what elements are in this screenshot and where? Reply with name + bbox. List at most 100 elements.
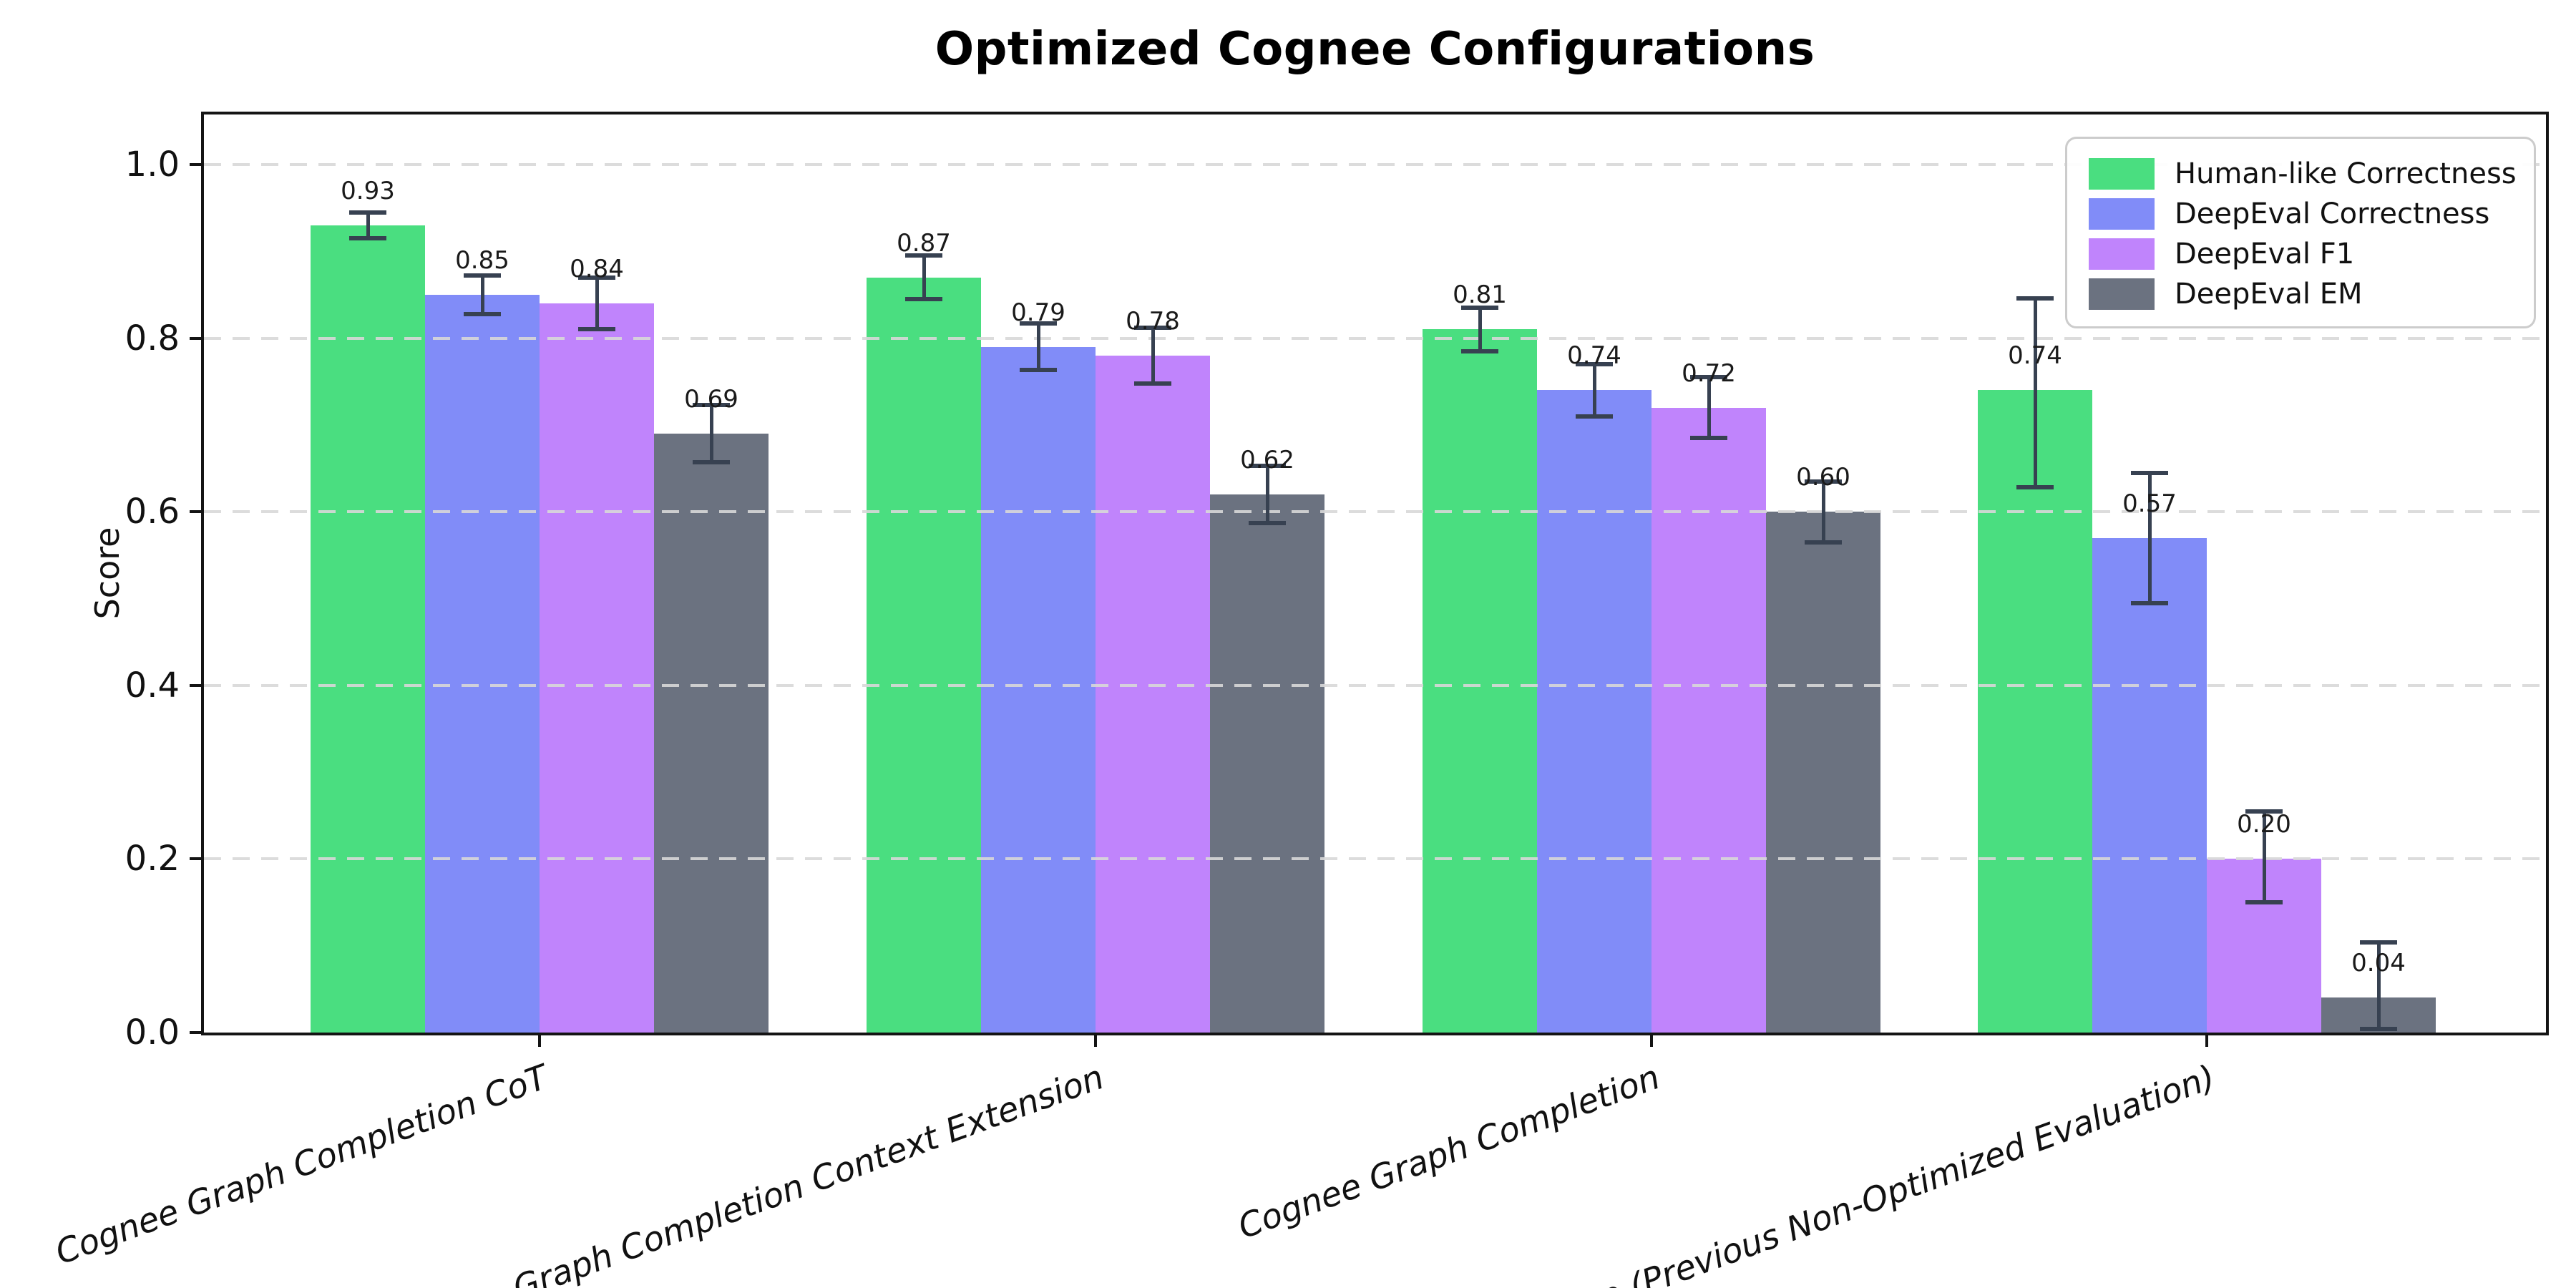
gridline	[204, 336, 2546, 340]
error-bar	[1151, 328, 1155, 384]
error-bar	[1592, 364, 1596, 416]
y-tick-label: 0.0	[125, 1013, 180, 1053]
error-bar	[1265, 465, 1269, 523]
bar-value-label: 0.74	[2008, 341, 2062, 371]
bar-value-label: 0.81	[1453, 280, 1507, 310]
bar	[425, 294, 540, 1033]
y-axis-label: Score	[88, 527, 127, 620]
error-bar-cap-bottom	[349, 236, 386, 241]
bar	[1978, 390, 2092, 1033]
bar	[311, 225, 425, 1033]
bar-value-label: 0.78	[1126, 306, 1180, 336]
y-tick	[190, 683, 201, 687]
error-bar	[922, 255, 926, 300]
error-bar-cap-top	[1576, 362, 1613, 366]
gridline	[204, 510, 2546, 514]
bar	[867, 277, 981, 1033]
gridline	[204, 683, 2546, 687]
error-bar-cap-top	[1020, 321, 1057, 326]
bar	[540, 303, 654, 1033]
x-tick-label: Cognee Graph Completion CoT	[50, 1058, 553, 1273]
y-tick-label: 0.4	[125, 665, 180, 706]
error-bar-cap-bottom	[1020, 368, 1057, 373]
error-bar	[709, 405, 713, 463]
y-tick-label: 0.8	[125, 318, 180, 358]
error-bar-cap-bottom	[1461, 348, 1498, 353]
error-bar-cap-bottom	[578, 327, 615, 332]
error-bar-cap-bottom	[2016, 485, 2054, 490]
error-bar	[2262, 811, 2266, 903]
bar-value-label: 0.74	[1567, 341, 1621, 371]
bar-value-label: 0.72	[1682, 358, 1736, 388]
legend-swatch	[2089, 238, 2155, 270]
bar	[1766, 512, 1880, 1033]
error-bar-cap-top	[2245, 809, 2283, 814]
bar	[2092, 537, 2207, 1033]
error-bar-cap-bottom	[1134, 381, 1171, 386]
bar-value-label: 0.87	[897, 228, 951, 258]
bar	[1423, 329, 1537, 1033]
error-bar-cap-bottom	[1249, 520, 1286, 525]
error-bar-cap-bottom	[1576, 414, 1613, 419]
error-bar	[2376, 942, 2381, 1030]
error-bar-cap-top	[1461, 306, 1498, 311]
error-bar-cap-bottom	[2245, 900, 2283, 905]
bar	[1096, 355, 1210, 1033]
y-tick-label: 0.6	[125, 492, 180, 532]
error-bar-cap-top	[578, 275, 615, 280]
y-tick	[190, 1031, 201, 1034]
y-tick-label: 1.0	[125, 145, 180, 185]
error-bar	[480, 275, 484, 314]
y-tick	[190, 163, 201, 166]
bar	[1210, 494, 1324, 1033]
error-bar	[1036, 323, 1040, 371]
bar-value-label: 0.04	[2351, 949, 2406, 978]
bar-value-label: 0.69	[684, 385, 738, 414]
legend-label: DeepEval Correctness	[2175, 197, 2490, 230]
legend-label: Human-like Correctness	[2175, 157, 2517, 190]
x-tick	[538, 1035, 541, 1047]
error-bar-cap-bottom	[464, 311, 501, 316]
error-bar-cap-bottom	[2360, 1027, 2397, 1032]
legend-label: DeepEval EM	[2175, 278, 2363, 311]
error-bar-cap-bottom	[2131, 600, 2168, 605]
legend-item: DeepEval F1	[2089, 238, 2512, 270]
error-bar	[1707, 377, 1711, 439]
error-bar-cap-top	[693, 403, 730, 408]
bar	[1652, 407, 1766, 1033]
legend-swatch	[2089, 198, 2155, 230]
legend-item: DeepEval EM	[2089, 278, 2512, 311]
error-bar	[1821, 481, 1825, 542]
bar-value-label: 0.60	[1796, 463, 1850, 492]
y-tick	[190, 336, 201, 340]
bar-value-label: 0.84	[570, 255, 624, 284]
gridline	[204, 857, 2546, 861]
bar-value-label: 0.85	[455, 245, 509, 275]
error-bar-cap-top	[2360, 940, 2397, 945]
error-bar-cap-top	[2016, 296, 2054, 301]
error-bar	[2033, 298, 2037, 488]
bar-value-label: 0.62	[1240, 445, 1294, 474]
y-tick	[190, 510, 201, 514]
legend-item: DeepEval Correctness	[2089, 197, 2512, 230]
legend-item: Human-like Correctness	[2089, 157, 2517, 190]
error-bar-cap-top	[1690, 375, 1727, 380]
bar	[981, 346, 1096, 1033]
legend: Human-like Correctness DeepEval Correctne…	[2065, 137, 2536, 328]
error-bar-cap-top	[1249, 463, 1286, 468]
error-bar-cap-bottom	[1805, 540, 1842, 545]
error-bar-cap-bottom	[905, 297, 942, 302]
bar-value-label: 0.93	[341, 176, 395, 205]
x-tick	[1650, 1035, 1653, 1047]
error-bar-cap-top	[2131, 470, 2168, 475]
bar-value-label: 0.57	[2122, 489, 2177, 518]
error-bar-cap-top	[349, 210, 386, 215]
legend-swatch	[2089, 158, 2155, 190]
x-tick	[2205, 1035, 2208, 1047]
bar-value-label: 0.79	[1011, 298, 1065, 327]
error-bar-cap-top	[1805, 479, 1842, 484]
error-bar	[2147, 472, 2152, 603]
error-bar	[1478, 308, 1482, 351]
bar-value-label: 0.20	[2237, 810, 2291, 839]
